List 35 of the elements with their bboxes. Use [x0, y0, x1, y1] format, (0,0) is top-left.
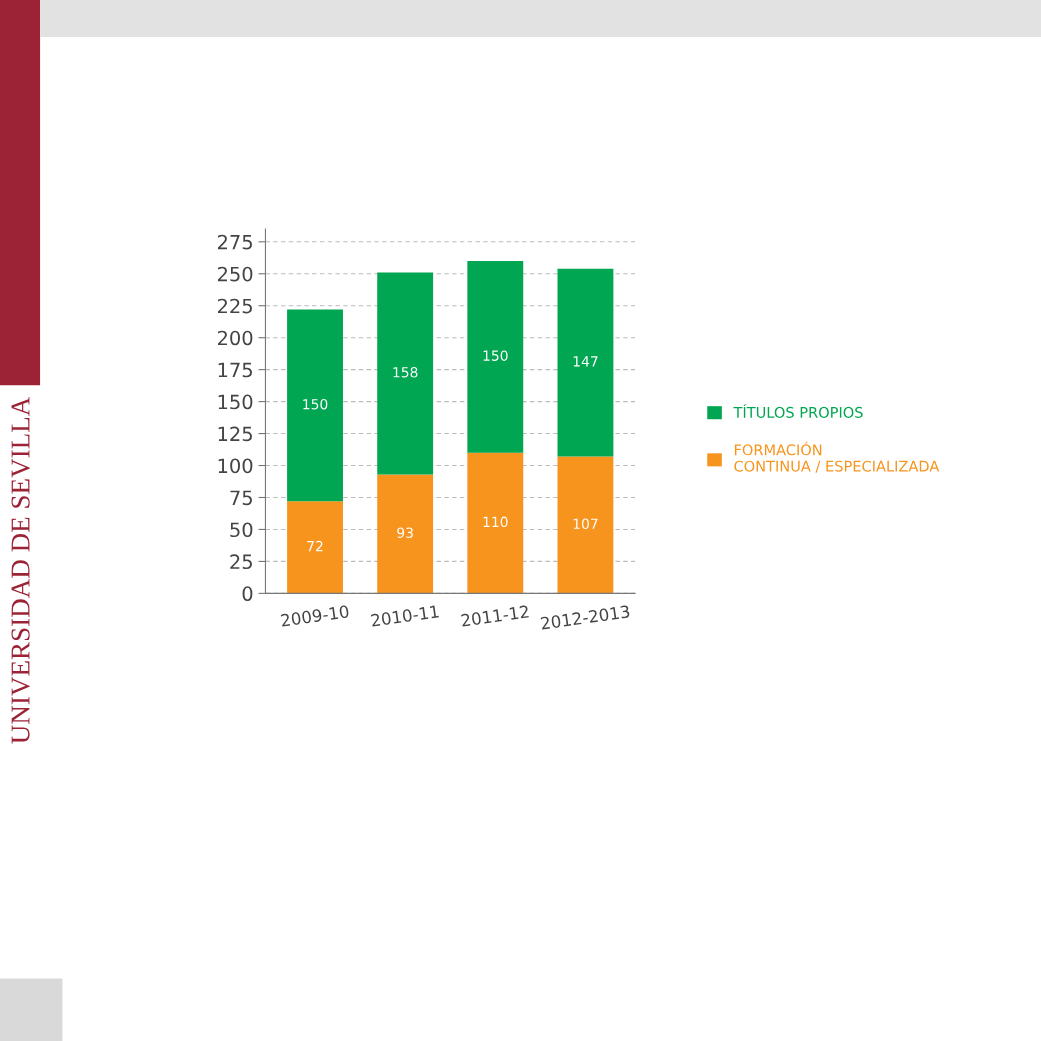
y-tick-label: 100: [218, 458, 253, 474]
y-tick-label: 50: [230, 522, 253, 538]
data-label: 93: [397, 527, 413, 538]
bar: [557, 456, 614, 594]
bar: [467, 260, 524, 453]
y-tick-label: 225: [217, 298, 252, 314]
x-tick-label: 2012-2013: [540, 604, 630, 630]
legend-label: TÍTULOS PROPIOS: [733, 404, 863, 418]
y-tick-label: 275: [217, 234, 252, 250]
x-tick-label: 2011-12: [460, 605, 529, 627]
y-tick-label: 175: [218, 362, 252, 378]
text: UNIVERSIDAD DE SEVILLA: [11, 396, 30, 744]
data-label: 72: [307, 540, 323, 552]
bar: [377, 272, 434, 475]
data-label: 147: [573, 356, 598, 367]
legend-label: FORMACIÓN CONTINUA / ESPECIALIZADA: [734, 441, 940, 473]
y-tick-label: 250: [217, 266, 253, 282]
y-tick-label: 75: [230, 490, 252, 506]
y-tick-label: 25: [230, 554, 252, 570]
bar: [287, 309, 343, 502]
y-tick-label: 200: [217, 330, 253, 346]
bar: [557, 268, 614, 457]
bar: [467, 452, 524, 594]
data-label: 158: [393, 367, 418, 378]
x-tick-label: 2010-11: [370, 604, 439, 627]
bar: [287, 501, 343, 594]
data-label: 107: [573, 518, 598, 529]
y-tick-label: 0: [242, 586, 253, 602]
data-label: 150: [483, 350, 508, 361]
data-label: 110: [483, 516, 508, 528]
data-label: 150: [303, 398, 328, 410]
y-tick-label: 150: [218, 394, 253, 410]
y-tick-label: 125: [218, 426, 252, 442]
bar: [377, 474, 434, 594]
x-tick-label: 2009-10: [280, 604, 350, 627]
